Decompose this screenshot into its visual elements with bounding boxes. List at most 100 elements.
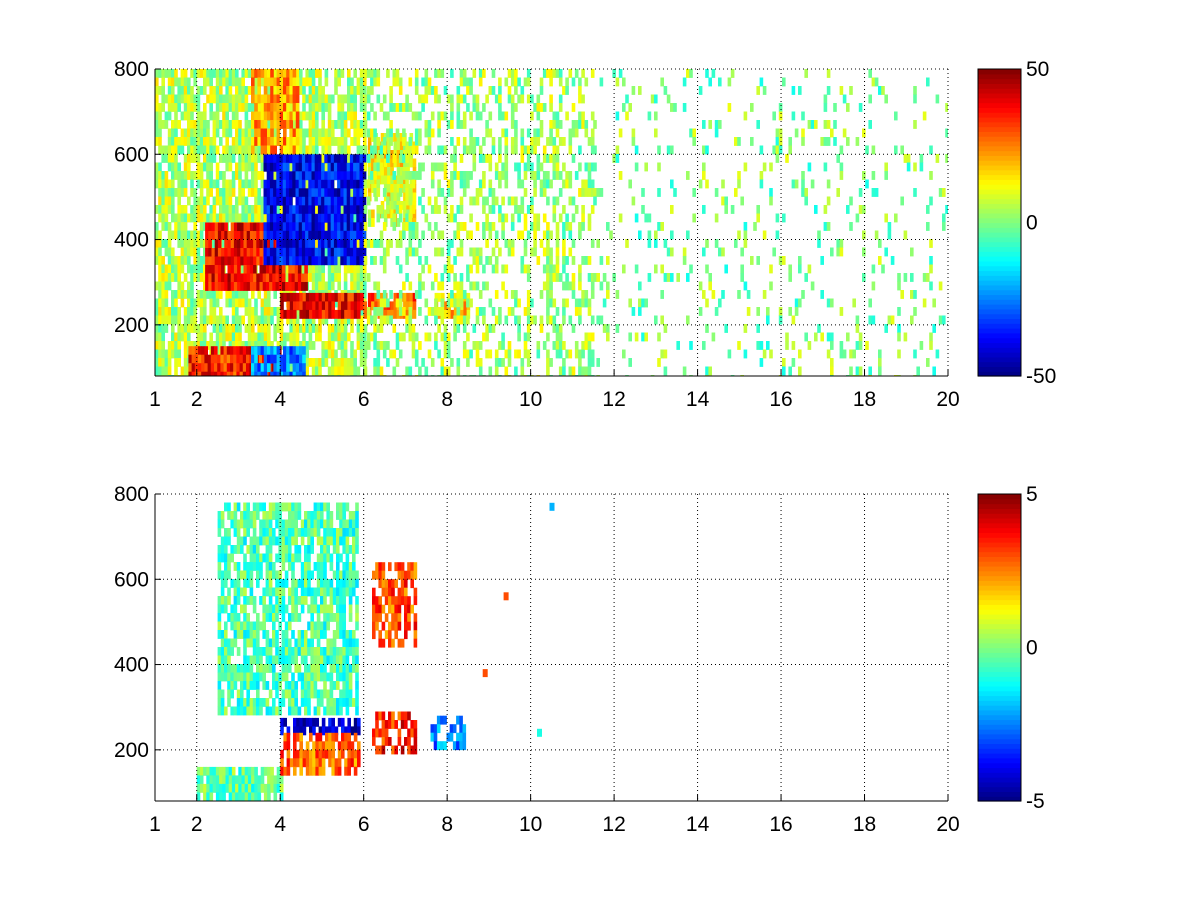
heatmap-cell — [228, 86, 233, 95]
heatmap-cell — [826, 69, 831, 78]
heatmap-cell — [341, 309, 345, 319]
heatmap-cell — [380, 209, 385, 219]
heatmap-cell — [285, 256, 290, 266]
heatmap-cell — [171, 349, 175, 359]
heatmap-cell — [443, 332, 448, 342]
heatmap-cell — [778, 111, 783, 121]
heatmap-cell — [574, 298, 579, 308]
heatmap-cell — [430, 281, 435, 291]
heatmap-cell — [878, 358, 882, 367]
heatmap-cell — [210, 363, 215, 373]
heatmap-cell — [311, 179, 316, 189]
heatmap-cell — [295, 371, 300, 376]
heatmap-cell — [177, 103, 181, 112]
heatmap-cell — [514, 196, 518, 206]
heatmap-cell — [395, 128, 400, 138]
heatmap-cell — [929, 239, 933, 248]
heatmap-cell — [235, 128, 239, 138]
heatmap-cell — [702, 145, 706, 155]
heatmap-cell — [555, 239, 560, 248]
heatmap-cell — [309, 309, 313, 319]
heatmap-cell — [230, 621, 234, 631]
heatmap-cell — [193, 247, 197, 257]
heatmap-cell — [298, 205, 303, 215]
heatmap-cell — [298, 154, 303, 164]
heatmap-cell — [267, 341, 271, 350]
heatmap-cell — [260, 371, 265, 376]
heatmap-cell — [590, 281, 595, 291]
heatmap-cell — [606, 290, 610, 299]
heatmap-cell — [225, 120, 229, 129]
heatmap-cell — [263, 154, 268, 164]
heatmap-cell — [405, 188, 409, 197]
heatmap-cell — [270, 111, 274, 121]
heatmap-cell — [330, 188, 335, 198]
heatmap-cell — [235, 171, 239, 180]
heatmap-cell — [257, 86, 261, 95]
heatmap-cell — [356, 162, 360, 172]
heatmap-cell — [718, 120, 722, 129]
heatmap-cell — [164, 69, 169, 78]
heatmap-cell — [389, 290, 393, 299]
heatmap-cell — [292, 332, 297, 342]
heatmap-cell — [263, 230, 268, 240]
heatmap-cell — [236, 363, 240, 373]
heatmap-cell — [340, 247, 344, 257]
heatmap-cell — [913, 86, 917, 95]
heatmap-cell — [334, 332, 338, 342]
heatmap-cell — [871, 77, 876, 87]
heatmap-cell — [196, 290, 201, 299]
heatmap-cell — [334, 273, 338, 282]
heatmap-cell — [379, 239, 384, 248]
heatmap-cell — [233, 239, 238, 249]
heatmap-cell — [304, 273, 308, 283]
heatmap-cell — [203, 247, 207, 257]
heatmap-cell — [164, 213, 169, 223]
heatmap-cell — [190, 111, 194, 121]
heatmap-cell — [211, 282, 216, 291]
heatmap-cell — [778, 307, 783, 316]
heatmap-cell — [167, 273, 172, 282]
heatmap-cell — [356, 77, 361, 87]
heatmap-cell — [932, 298, 936, 308]
heatmap-cell — [434, 307, 438, 316]
heatmap-cell — [343, 230, 348, 240]
heatmap-cell — [887, 230, 892, 240]
heatmap-cell — [273, 256, 277, 266]
heatmap-cell — [504, 290, 509, 299]
heatmap-cell — [475, 222, 480, 231]
heatmap-cell — [340, 179, 344, 189]
heatmap-cell — [785, 332, 789, 342]
heatmap-cell — [526, 349, 531, 359]
heatmap-cell — [488, 256, 493, 265]
heatmap-cell — [778, 256, 783, 265]
heatmap-cell — [379, 205, 384, 214]
heatmap-cell — [676, 341, 680, 350]
heatmap-cell — [224, 553, 228, 563]
heatmap-cell — [230, 689, 234, 699]
heatmap-cell — [762, 86, 767, 95]
heatmap-cell — [279, 162, 284, 172]
heatmap-cell — [657, 332, 661, 342]
heatmap-cell — [546, 273, 550, 282]
colorbar-segment — [978, 347, 1021, 353]
heatmap-cell — [263, 290, 268, 299]
heatmap-cell — [402, 281, 406, 291]
heatmap-cell — [302, 86, 306, 95]
heatmap-cell — [411, 332, 416, 342]
heatmap-cell — [199, 315, 204, 325]
heatmap-cell — [292, 128, 297, 138]
heatmap-cell — [321, 239, 325, 249]
heatmap-cell — [315, 205, 319, 214]
heatmap-cell — [353, 309, 358, 319]
heatmap-cell — [791, 179, 796, 189]
heatmap-cell — [228, 332, 233, 342]
heatmap-cell — [814, 120, 818, 129]
heatmap-cell — [910, 273, 914, 282]
heatmap-cell — [193, 196, 197, 206]
heatmap-cell — [343, 281, 348, 291]
heatmap-cell — [788, 264, 792, 274]
heatmap-cell — [408, 171, 413, 180]
heatmap-cell — [549, 230, 553, 240]
heatmap-cell — [686, 230, 690, 240]
